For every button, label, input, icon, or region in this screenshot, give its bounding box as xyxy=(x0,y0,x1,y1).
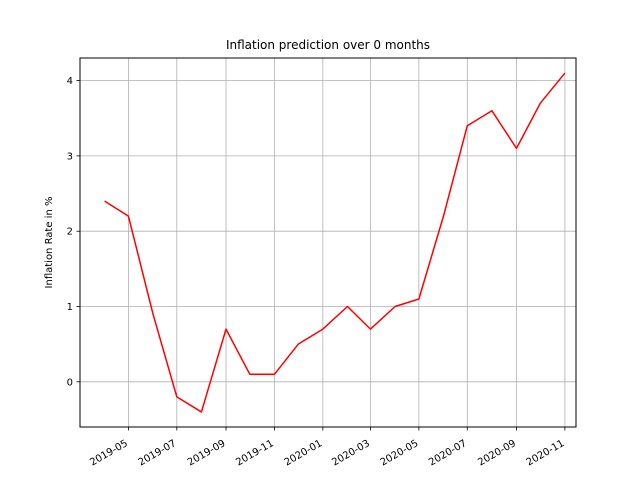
plot-frame xyxy=(79,57,577,428)
y-tick-label: 0 xyxy=(67,377,73,388)
y-tick-label: 3 xyxy=(67,151,73,162)
y-tick-label: 4 xyxy=(67,76,73,87)
y-tick-label: 1 xyxy=(67,302,73,313)
y-axis-label: Inflation Rate in % xyxy=(44,197,55,289)
chart-title: Inflation prediction over 0 months xyxy=(226,38,430,52)
grid xyxy=(80,58,576,427)
series-layer xyxy=(104,72,566,413)
inflation-series-line xyxy=(104,72,566,413)
y-tick-label: 2 xyxy=(67,227,73,238)
y-axis-ticks: 0 1 2 3 4 xyxy=(67,76,80,388)
